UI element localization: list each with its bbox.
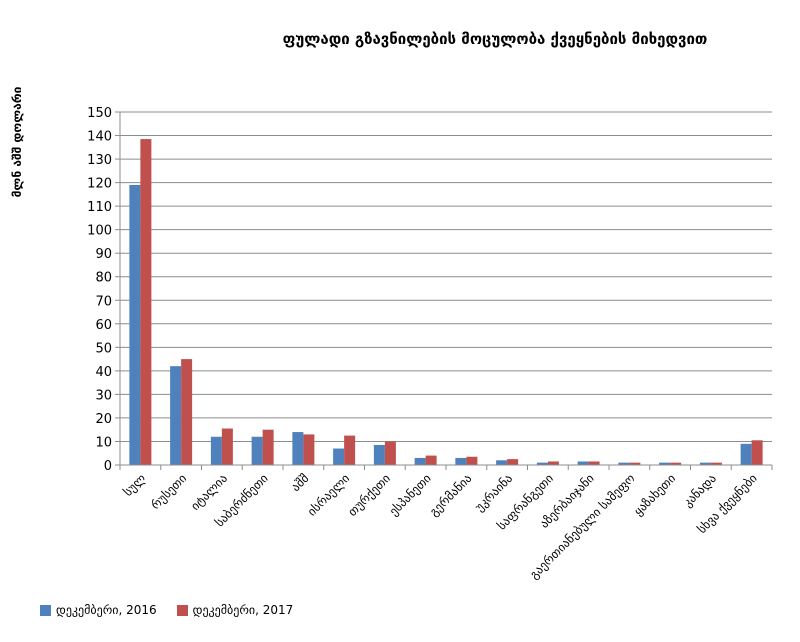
bar-2017	[344, 435, 356, 465]
bar-2016	[577, 461, 589, 465]
y-tick-label: 70	[95, 294, 112, 309]
x-tick-label: რუსეთი	[148, 471, 189, 512]
y-tick-label: 40	[95, 365, 112, 380]
bar-2016	[618, 462, 630, 465]
legend-item-2016: დეკემბერი, 2016	[40, 603, 157, 617]
x-tick-label: ისრაელი	[305, 471, 353, 519]
bar-2017	[221, 428, 233, 465]
bar-2016	[292, 432, 304, 465]
bar-2017	[466, 456, 478, 465]
y-tick-label: 30	[95, 388, 112, 403]
y-axis-label-box: მლნ აშშ დოლარი	[10, 86, 24, 197]
y-tick-label: 60	[95, 318, 112, 333]
bar-2016	[699, 462, 711, 465]
bar-2016	[170, 366, 182, 465]
bar-2016	[496, 460, 508, 465]
x-tick-label: გერმანია	[427, 471, 475, 519]
bar-2016	[455, 457, 467, 465]
y-tick-label: 110	[87, 200, 112, 215]
legend: დეკემბერი, 2016 დეკემბერი, 2017	[40, 603, 313, 617]
bar-2016	[536, 462, 548, 465]
x-tick-label: აშშ	[289, 471, 312, 494]
bar-2017	[262, 429, 274, 465]
bar-2016	[740, 443, 752, 465]
x-tick-label: კანადა	[680, 471, 719, 510]
bar-2017	[629, 462, 641, 465]
gridlines	[120, 111, 772, 466]
y-axis-label: მლნ აშშ დოლარი	[10, 86, 24, 197]
bars	[129, 139, 763, 465]
bar-2017	[588, 461, 600, 465]
bar-2017	[751, 440, 763, 465]
bar-2016	[251, 436, 263, 465]
x-tick-label: ესპანეთი	[387, 471, 434, 518]
legend-item-2017: დეკემბერი, 2017	[176, 603, 294, 617]
bar-2016	[333, 448, 345, 465]
bar-2017	[303, 434, 315, 465]
bar-2017	[547, 461, 559, 465]
bar-2017	[507, 459, 519, 465]
bar-2017	[670, 462, 682, 465]
bar-2017	[384, 441, 396, 465]
legend-swatch-2017	[176, 604, 188, 616]
y-tick-label: 100	[87, 224, 112, 239]
x-tick-label: თურქეთი	[345, 471, 393, 519]
y-tick-label: 150	[87, 106, 112, 121]
bar-2017	[425, 455, 437, 465]
legend-label-2016: დეკემბერი, 2016	[56, 603, 157, 617]
bar-2017	[710, 462, 722, 465]
y-tick-label: 140	[87, 130, 112, 145]
legend-swatch-2016	[40, 604, 51, 616]
y-tick-label: 120	[87, 177, 112, 192]
bar-2016	[414, 457, 426, 465]
x-tick-label: იტალია	[188, 471, 230, 513]
y-tick-label: 80	[95, 271, 112, 286]
y-tick-label: 10	[95, 435, 112, 450]
y-tick-label: 20	[95, 412, 112, 427]
y-tick-label: 0	[104, 459, 112, 474]
bar-2016	[129, 184, 141, 465]
y-tick-label: 90	[95, 247, 112, 262]
bar-2016	[659, 462, 671, 465]
x-tick-label: სულ	[121, 471, 149, 499]
y-tick-label: 130	[87, 153, 112, 168]
legend-label-2017: დეკემბერი, 2017	[192, 603, 294, 617]
bar-2017	[140, 139, 152, 465]
bar-2017	[181, 359, 193, 465]
bar-2016	[210, 436, 222, 465]
chart-title: ფულადი გზავნილების მოცულობა ქვეყნების მი…	[282, 30, 708, 48]
axes: 0 10 20 30 40 50 60 70 80 90 100 110 120 130 140 150 სულ…	[87, 106, 773, 582]
y-tick-label: 50	[95, 341, 112, 356]
bar-2016	[373, 444, 385, 465]
x-tick-label: ყაზახეთი	[631, 471, 678, 518]
